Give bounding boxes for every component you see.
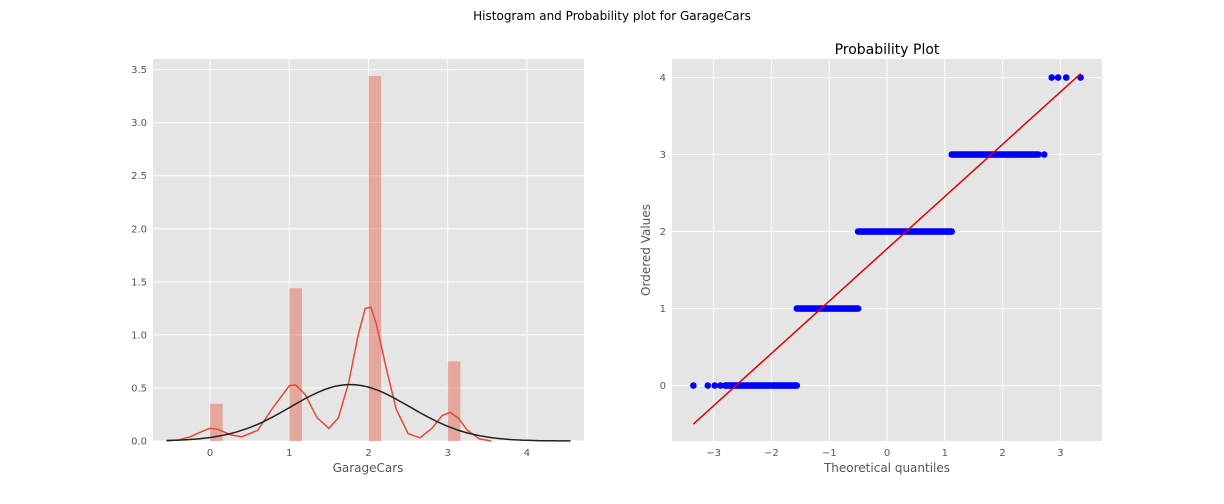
probability-plot-y-tick-label: 0 [660,381,666,392]
probability-plot-x-tick-label: −2 [764,448,779,459]
histogram-x-tick-label: 2 [365,448,371,459]
probability-plot-point [690,382,697,389]
histogram-x-tick-label: 3 [445,448,451,459]
probability-plot-point [948,228,955,235]
histogram-x-tick-label: 4 [524,448,530,459]
probability-plot-point [1054,74,1062,81]
histogram-bars [210,75,461,441]
probability-plot-y-tick-label: 3 [660,150,666,161]
histogram-y-tick-label: 2.5 [131,171,147,182]
probability-plot-point [854,305,862,312]
probability-plot-y-tick-label: 1 [660,304,666,315]
histogram-y-tick-label: 0.5 [131,383,147,394]
histogram-y-tick-label: 3.5 [131,65,147,76]
probability-plot-y-axis-label: Ordered Values [639,204,653,296]
probability-plot-x-tick-label: −1 [822,448,837,459]
probability-plot-x-axis-label: Theoretical quantiles [823,461,950,475]
histogram-bar [447,361,461,441]
histogram-gridlines [153,59,584,442]
probability-plot-x-tick-label: 3 [1057,448,1063,459]
histogram-y-tick-label: 2.0 [131,224,147,235]
probability-plot-fit-line [692,73,1082,425]
probability-plot-x-tick-label: 1 [942,448,948,459]
probability-plot-point [1062,74,1070,81]
probability-plot-y-tick-label: 4 [660,73,666,84]
histogram-bar [368,75,382,441]
figure-suptitle: Histogram and Probability plot for Garag… [473,9,751,23]
histogram-y-tick-label: 3.0 [131,118,147,129]
probability-plot-x-tick-label: 2 [999,448,1005,459]
probability-plot-tick-labels: −3 −2 −1 0 1 2 3 0 1 2 3 4 [660,73,1064,459]
probability-plot-point [704,382,712,389]
histogram-x-tick-label: 1 [286,448,292,459]
probability-plot-point [1035,151,1042,158]
probability-plot-point [793,382,801,389]
histogram-x-axis-label: GarageCars [333,461,404,475]
histogram-bar [210,403,223,441]
histogram-axes: 0 1 2 3 4 0.0 0.5 1.0 1.5 2.0 2.5 3.0 3.5 GarageCars [131,59,584,475]
histogram-y-tick-label: 1.0 [131,330,147,341]
probability-plot-point [1048,74,1055,81]
kde-curve [166,306,492,442]
histogram-bar [289,288,302,441]
probability-plot-point [1040,151,1048,158]
normal-fit-curve [166,383,571,442]
histogram-curves [166,306,571,442]
fit-line [692,73,1082,425]
probability-plot-title: Probability Plot [835,42,940,58]
probability-plot-point [717,382,724,389]
probability-plot-axes: −3 −2 −1 0 1 2 3 0 1 2 3 4 Probability Plot Theoret… [639,42,1102,475]
probability-plot-x-tick-label: −3 [706,448,721,459]
probability-plot-y-tick-label: 2 [660,227,666,238]
probability-plot-points [690,74,1084,389]
histogram-y-tick-label: 0.0 [131,437,147,448]
histogram-tick-labels: 0 1 2 3 4 0.0 0.5 1.0 1.5 2.0 2.5 3.0 3.5 [131,65,530,459]
histogram-x-tick-label: 0 [207,448,213,459]
probability-plot-x-tick-label: 0 [884,448,890,459]
probability-plot-point [711,382,719,389]
histogram-y-tick-label: 1.5 [131,277,147,288]
